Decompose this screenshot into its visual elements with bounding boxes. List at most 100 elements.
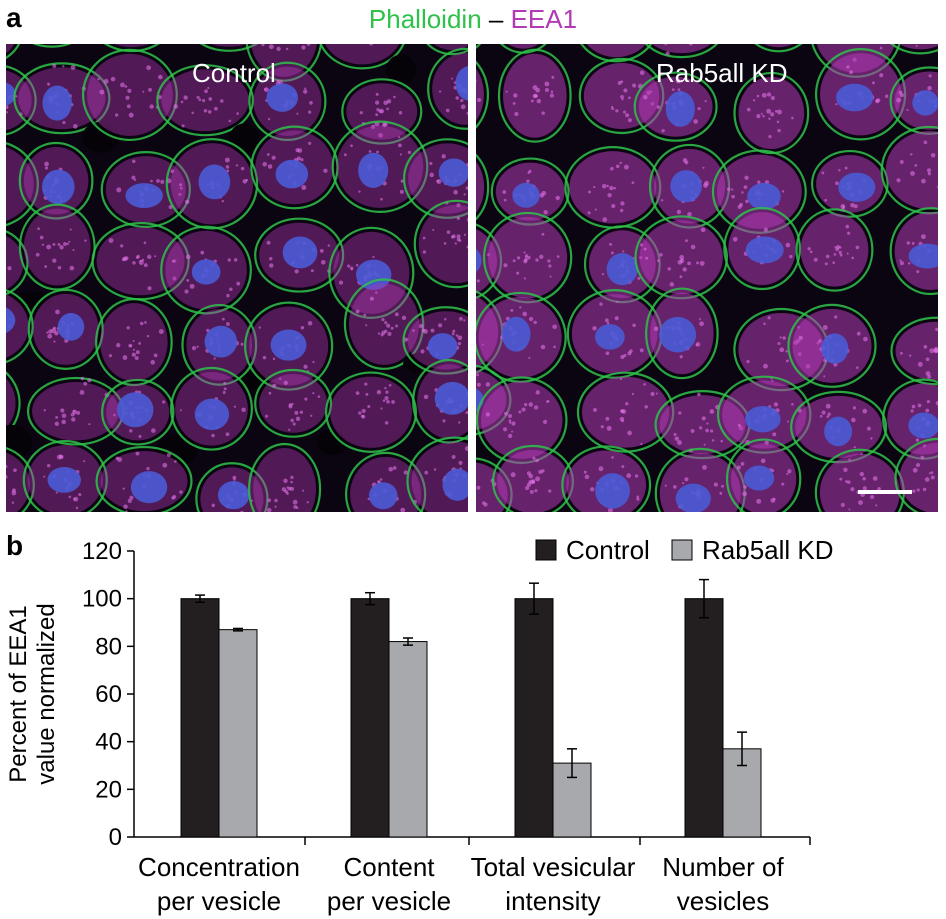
endosome-dot (126, 104, 131, 109)
endosome-dot (609, 242, 613, 246)
actin-outline (795, 208, 874, 292)
cell-body (418, 204, 468, 284)
endosome-dot (781, 190, 785, 193)
endosome-dot (207, 110, 212, 114)
actin-outline (6, 371, 21, 436)
endosome-dot (240, 342, 244, 346)
endosome-dot (309, 101, 313, 105)
nucleus (912, 90, 938, 116)
actin-outline (328, 226, 415, 319)
endosome-dot (625, 402, 629, 406)
endosome-dot (171, 259, 175, 263)
endosome-dot (372, 255, 375, 259)
endosome-dot (44, 265, 48, 268)
endosome-dot (267, 498, 272, 503)
nucleus (47, 467, 81, 493)
control-micrograph-image (6, 44, 468, 512)
cell-body (763, 44, 793, 48)
endosome-dot (555, 195, 560, 201)
endosome-dot (925, 408, 930, 413)
endosome-dot (55, 309, 60, 315)
endosome-dot (544, 88, 549, 93)
endosome-dot (442, 419, 446, 423)
endosome-dot (383, 100, 388, 106)
endosome-dot (768, 117, 771, 120)
endosome-dot (232, 475, 237, 480)
endosome-dot (124, 85, 128, 88)
endosome-dot (240, 510, 244, 512)
endosome-dot (301, 45, 306, 50)
endosome-dot (507, 433, 513, 439)
actin-outline (412, 359, 468, 444)
actin-outline (248, 442, 322, 512)
nucleus (442, 468, 468, 501)
endosome-dot (162, 462, 168, 468)
endosome-dot (384, 396, 389, 401)
endosome-dot (614, 316, 619, 321)
endosome-dot (207, 86, 210, 90)
endosome-dot (637, 276, 641, 280)
endosome-dot (541, 111, 546, 115)
endosome-dot (786, 472, 789, 475)
endosome-dot (852, 406, 857, 410)
endosome-dot (540, 344, 546, 350)
cell-body (87, 53, 173, 136)
endosome-dot (68, 495, 72, 499)
endosome-dot (129, 429, 133, 433)
endosome-dot (143, 263, 148, 268)
endosome-dot (737, 423, 741, 427)
endosome-dot (921, 178, 926, 184)
actin-outline (254, 368, 333, 438)
endosome-dot (52, 63, 57, 68)
endosome-dot (11, 501, 15, 504)
endosome-dot (62, 121, 66, 125)
actin-outline (644, 44, 719, 59)
endosome-dot (657, 259, 660, 262)
x-category-label: per vesicle (327, 886, 451, 916)
endosome-dot (702, 465, 707, 470)
endosome-dot (726, 187, 731, 191)
endosome-dot (456, 203, 461, 208)
endosome-dot (186, 278, 190, 282)
nucleus (368, 482, 398, 510)
endosome-dot (166, 452, 171, 458)
endosome-dot (693, 119, 699, 124)
endosome-dot (87, 378, 92, 383)
nucleus (824, 416, 853, 447)
phalloidin-label: Phalloidin (368, 4, 482, 34)
endosome-dot (543, 419, 548, 424)
endosome-dot (150, 360, 156, 365)
actin-outline (244, 301, 334, 391)
endosome-dot (610, 166, 614, 171)
endosome-dot (132, 159, 136, 164)
endosome-dot (54, 421, 60, 426)
endosome-dot (631, 181, 635, 185)
endosome-dot (452, 329, 456, 333)
endosome-dot (869, 494, 875, 500)
endosome-dot (179, 490, 183, 494)
endosome-dot (840, 502, 845, 507)
nucleus (606, 253, 638, 286)
endosome-dot (674, 436, 680, 441)
actin-outline (156, 64, 255, 137)
endosome-dot (78, 493, 82, 497)
endosome-dot (432, 228, 435, 231)
endosome-dot (669, 282, 675, 287)
endosome-dot (899, 351, 903, 355)
endosome-dot (524, 485, 530, 491)
endosome-dot (879, 73, 884, 78)
endosome-dot (930, 475, 935, 480)
endosome-dot (360, 414, 365, 419)
endosome-dot (643, 95, 648, 100)
actin-outline (890, 316, 938, 386)
nucleus (6, 307, 16, 333)
endosome-dot (70, 412, 75, 417)
endosome-dot (818, 339, 822, 343)
endosome-dot (924, 477, 930, 482)
actin-outline (402, 306, 468, 375)
endosome-dot (394, 312, 399, 317)
endosome-dot (684, 160, 689, 165)
dark-gap (386, 54, 416, 85)
endosome-dot (458, 421, 461, 424)
endosome-dot (103, 78, 109, 84)
